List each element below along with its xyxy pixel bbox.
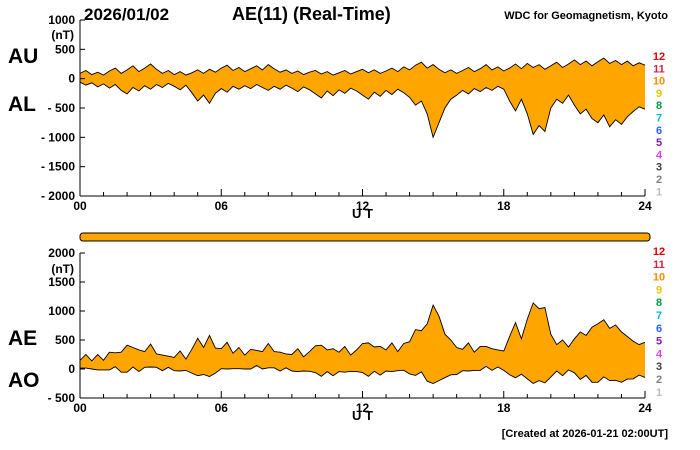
y-tick-label: - 1500 — [41, 160, 75, 174]
station-number: 4 — [656, 149, 663, 161]
station-number: 5 — [656, 137, 662, 149]
y-tick-label: 0 — [68, 362, 75, 376]
x-tick-label: 06 — [215, 199, 229, 213]
station-number: 8 — [656, 100, 662, 112]
station-number: 3 — [656, 361, 662, 373]
station-number: 1 — [656, 387, 662, 399]
station-number: 4 — [656, 348, 663, 360]
station-number: 3 — [656, 162, 662, 174]
au-axis-label: AU — [8, 45, 39, 68]
ae-axis-label: AE — [8, 327, 38, 350]
plot-date: 2026/01/02 — [84, 5, 170, 24]
station-number: 8 — [656, 297, 662, 309]
station-number: 2 — [656, 174, 662, 186]
station-number: 1 — [656, 186, 662, 198]
top-panel-unit-label: (nT) — [51, 28, 74, 42]
station-number: 9 — [656, 88, 662, 100]
station-number: 10 — [653, 272, 665, 284]
plot-title: AE(11) (Real-Time) — [232, 4, 391, 24]
x-tick-label: 06 — [215, 401, 229, 415]
station-number: 12 — [653, 246, 665, 258]
bottom-panel-xaxis-title: U T — [352, 408, 373, 423]
al-axis-label: AL — [8, 93, 36, 116]
ae-ao-area-fill — [80, 302, 645, 384]
bottom-panel-unit-label: (nT) — [51, 262, 74, 276]
ao-trace — [80, 364, 646, 385]
y-tick-label: - 1000 — [41, 130, 75, 144]
x-tick-label: 00 — [73, 199, 87, 213]
data-availability-bar — [79, 232, 651, 242]
station-number: 9 — [656, 284, 662, 296]
y-tick-label: 500 — [55, 333, 75, 347]
top-panel-xaxis-title: U T — [352, 206, 373, 221]
ae-trace — [79, 302, 646, 362]
y-tick-label: - 2000 — [41, 189, 75, 203]
y-tick-label: 2000 — [48, 246, 75, 260]
y-tick-label: - 500 — [48, 391, 76, 405]
x-tick-label: 18 — [497, 401, 511, 415]
ao-axis-label: AO — [8, 369, 40, 392]
y-tick-label: 1000 — [48, 304, 75, 318]
y-tick-label: 500 — [55, 42, 75, 56]
x-tick-label: 00 — [73, 401, 87, 415]
y-tick-label: - 500 — [48, 101, 76, 115]
station-number: 6 — [656, 323, 662, 335]
created-timestamp: [Created at 2026-01-21 02:00UT] — [501, 428, 668, 440]
station-number: 11 — [653, 63, 665, 75]
data-source: WDC for Geomagnetism, Kyoto — [504, 10, 668, 22]
au-trace — [79, 57, 646, 76]
y-tick-label: 1500 — [48, 275, 75, 289]
station-number: 7 — [656, 113, 662, 125]
station-number: 7 — [656, 310, 662, 322]
station-number: 11 — [653, 259, 665, 271]
y-tick-label: 0 — [68, 72, 75, 86]
au-al-area-fill — [80, 58, 645, 138]
station-number: 5 — [656, 336, 662, 348]
y-tick-label: 1000 — [48, 13, 75, 27]
station-number: 2 — [656, 374, 662, 386]
station-number: 12 — [653, 51, 665, 63]
x-tick-label: 24 — [638, 401, 652, 415]
al-trace — [79, 81, 646, 139]
station-number: 6 — [656, 125, 662, 137]
x-tick-label: 18 — [497, 199, 511, 213]
x-tick-label: 12 — [356, 401, 370, 415]
x-tick-label: 24 — [638, 199, 652, 213]
x-tick-label: 12 — [356, 199, 370, 213]
station-number: 10 — [653, 76, 665, 88]
